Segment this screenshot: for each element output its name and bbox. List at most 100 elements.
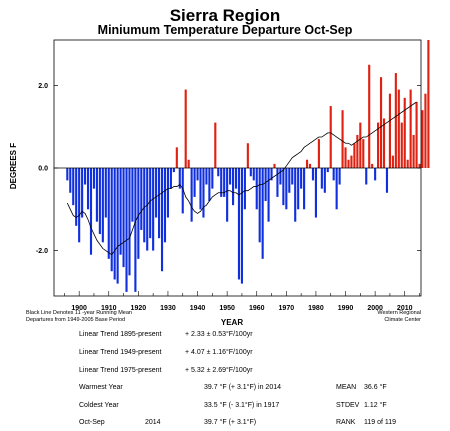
bar-1944 [208,168,211,202]
bar-1925 [152,168,155,251]
x-tick-label: 1990 [338,305,354,312]
bar-2003 [382,118,386,168]
bar-group [66,40,430,292]
bar-1957 [246,143,249,168]
bar-1920 [137,168,140,259]
axes-group: -2.0 0.0 2.0 1900 1910 1920 1930 1940 1950 1960 19… [36,39,422,312]
warmest-value: 39.7 °F (+ 3.1°F) in 2014 [204,384,281,391]
bar-1993 [353,143,356,168]
x-axis-label: YEAR [221,318,243,327]
bar-2014 [415,101,418,168]
rank-label: RANK [336,419,356,426]
x-tick-label: 1960 [249,305,265,312]
stdev-value: 1.12 °F [364,402,387,409]
bar-1980 [314,168,317,218]
running-mean-note: Black Line Denotes 11 -year Running Mean… [26,310,132,324]
bar-1951 [229,168,232,185]
x-tick-label: 1970 [279,305,295,312]
bar-1999 [371,163,374,168]
running-mean-line [66,101,417,256]
bar-1970 [285,168,288,210]
bar-1956 [243,168,246,210]
trend-value-1: + 2.33 ± 0.53°F/100yr [185,331,253,338]
bar-1934 [178,168,181,189]
bar-2008 [397,89,400,168]
bar-1988 [338,168,341,185]
bar-1953 [234,168,238,189]
bar-1927 [158,168,161,239]
coldest-value: 33.5 °F (- 3.1°F) in 1917 [204,402,280,409]
current-year: 2014 [145,419,161,426]
bar-1983 [323,168,326,193]
bar-1954 [237,168,241,280]
bar-1992 [350,155,353,168]
bar-1941 [199,168,202,210]
bar-1975 [300,168,303,189]
bar-1979 [311,168,315,181]
bar-1950 [226,168,229,222]
bar-1904 [89,168,93,255]
y-tick-label: -2.0 [36,248,48,255]
bar-2004 [385,168,389,193]
bar-1963 [264,168,267,202]
trend-label-3: Linear Trend 1975-present [79,367,162,374]
bar-1945 [211,168,214,189]
bar-1940 [196,168,199,181]
bar-1916 [125,168,128,292]
bar-1960 [255,168,258,210]
bar-1906 [95,168,98,222]
bar-1978 [308,163,312,168]
stdev-label: STDEV [336,402,360,409]
bar-1989 [341,110,344,168]
bar-1949 [223,168,226,197]
x-tick-label: 1980 [308,305,324,312]
trend-label-2: Linear Trend 1949-present [79,349,162,356]
warmest-label: Warmest Year [79,384,123,391]
bar-1929 [163,168,167,243]
bar-2012 [409,89,412,168]
bar-1965 [270,168,273,181]
bar-1909 [104,168,107,218]
bar-1997 [365,168,368,185]
bar-1911 [110,168,113,272]
bar-1990 [344,147,347,168]
bar-1968 [279,168,282,185]
bar-2015 [418,163,421,168]
bar-1958 [249,168,252,177]
bar-1922 [143,168,146,243]
bar-2017 [424,93,427,168]
bar-1930 [166,168,170,218]
bar-1933 [175,147,178,168]
trend-value-3: + 5.32 ± 2.69°F/100yr [185,367,253,374]
bar-1973 [294,168,297,222]
bar-1899 [75,168,78,226]
bar-1939 [193,168,196,197]
bar-1921 [140,168,143,230]
bar-1938 [190,168,193,222]
bar-1996 [362,139,365,168]
x-tick-label: 2000 [367,305,383,312]
bar-1976 [303,168,306,210]
bar-1931 [169,168,172,189]
bar-1926 [155,168,158,218]
bar-1928 [160,168,164,272]
note-left-2: Departures from 1949-2005 Base Period [26,317,126,323]
bar-1917 [128,168,131,276]
y-tick-label: 0.0 [38,166,48,173]
bar-1912 [113,168,116,280]
bar-1961 [258,168,261,243]
bar-2016 [421,110,424,168]
coldest-label: Coldest Year [79,402,119,409]
bar-1974 [297,168,300,210]
bar-1962 [261,168,264,259]
bar-1918 [131,168,134,222]
rank-value: 119 of 119 [364,419,397,426]
chart-subtitle: Miniumum Temperature Departure Oct-Sep [97,23,353,37]
bar-1971 [288,168,291,193]
bar-1977 [305,159,309,168]
bar-1910 [107,168,110,259]
bar-1905 [92,168,96,189]
bar-1915 [122,168,125,268]
bar-1946 [214,122,217,168]
